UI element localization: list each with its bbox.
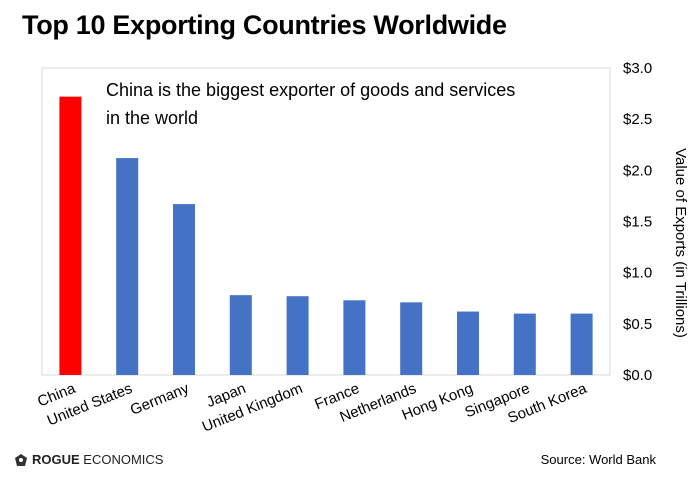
rogue-economics-logo-icon — [15, 453, 27, 466]
bar-china — [59, 96, 82, 376]
y-tick-label: $1.0 — [623, 265, 652, 282]
bar-germany — [173, 204, 195, 375]
y-axis-label: Value of Exports (in Trillions) — [672, 148, 689, 338]
bar-netherlands — [400, 302, 423, 375]
brand-name-strong: ROGUE — [32, 452, 80, 467]
chart-title: Top 10 Exporting Countries Worldwide — [22, 10, 507, 40]
bar-france — [343, 300, 366, 375]
y-tick-label: $3.0 — [623, 60, 652, 77]
source-note: Source: World Bank — [540, 452, 656, 467]
annotation-line-1: China is the biggest exporter of goods a… — [106, 80, 515, 100]
brand-name-rest: ECONOMICS — [83, 452, 164, 467]
brand-logo: ROGUE ECONOMICS — [14, 452, 163, 467]
y-tick-label: $2.5 — [623, 111, 652, 128]
y-tick-label: $2.0 — [623, 162, 652, 179]
y-tick-label: $1.5 — [623, 214, 652, 231]
bar-singapore — [513, 313, 536, 375]
bar-united-kingdom — [286, 296, 309, 375]
y-tick-label: $0.0 — [623, 367, 652, 384]
bar-hong-kong — [457, 311, 479, 375]
y-tick-label: $0.5 — [623, 316, 652, 333]
annotation-line-2: in the world — [106, 108, 198, 128]
bar-united-states — [116, 158, 139, 375]
bar-south-korea — [570, 313, 593, 375]
plot-frame — [41, 67, 611, 376]
x-tick-label: Germany — [128, 380, 192, 419]
bar-japan — [229, 295, 252, 375]
